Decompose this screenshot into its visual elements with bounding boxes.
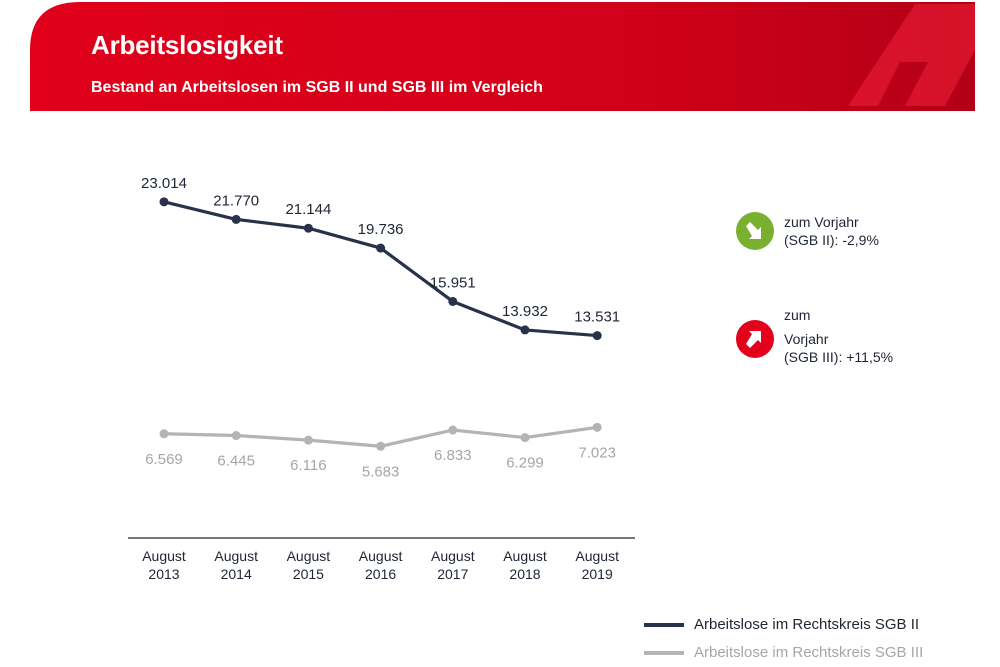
- data-point-sgb2: [159, 197, 169, 207]
- data-label-sgb3: 6.116: [290, 457, 326, 474]
- data-label-sgb2: 23.014: [141, 175, 187, 192]
- data-label-sgb3: 7.023: [578, 444, 616, 461]
- x-tick-label: 2018: [509, 566, 540, 582]
- data-label-sgb3: 6.445: [217, 453, 255, 470]
- data-label-sgb2: 13.531: [574, 309, 620, 326]
- data-point-sgb2: [231, 214, 241, 224]
- data-point-sgb2: [448, 296, 458, 306]
- x-tick-label: 2015: [293, 566, 324, 582]
- change-sgb3: zum Vorjahr (SGB III): +11,5%: [736, 306, 893, 366]
- change-sgb3-label: zum: [784, 307, 811, 323]
- x-tick-label: 2017: [437, 566, 468, 582]
- page-subtitle: Bestand an Arbeitslosen im SGB II und SG…: [91, 79, 543, 96]
- change-sgb3-label2: Vorjahr: [784, 331, 829, 347]
- arrow-up-right-icon: [736, 320, 774, 358]
- x-tick-label: 2016: [365, 566, 396, 582]
- data-point-sgb3: [303, 435, 313, 445]
- data-label-sgb3: 5.683: [362, 463, 400, 480]
- x-tick-label: August: [214, 548, 258, 564]
- data-label-sgb2: 19.736: [358, 221, 404, 238]
- change-sgb3-scope: (SGB III):: [784, 349, 843, 365]
- x-tick-label: August: [359, 548, 403, 564]
- data-point-sgb3: [376, 441, 386, 451]
- page-title: Arbeitslosigkeit: [91, 30, 283, 60]
- data-point-sgb3: [520, 433, 530, 443]
- legend-label-sgb3: Arbeitslose im Rechtskreis SGB III: [694, 644, 924, 661]
- data-point-sgb3: [448, 425, 458, 435]
- x-tick-label: August: [431, 548, 475, 564]
- change-sgb2-scope: (SGB II):: [784, 232, 839, 248]
- data-point-sgb2: [520, 325, 530, 335]
- change-sgb3-value: +11,5%: [846, 349, 894, 365]
- data-point-sgb2: [303, 223, 313, 233]
- data-label-sgb2: 15.951: [430, 274, 476, 291]
- change-sgb2-label: zum Vorjahr: [784, 214, 859, 230]
- header-background: [30, 2, 975, 111]
- legend-item-sgb2: Arbeitslose im Rechtskreis SGB II: [644, 616, 919, 633]
- x-tick-label: 2013: [148, 566, 179, 582]
- legend-swatch-sgb2: [644, 622, 684, 627]
- x-tick-label: August: [575, 548, 619, 564]
- data-label-sgb3: 6.299: [506, 455, 544, 472]
- x-tick-label: August: [287, 548, 331, 564]
- ba-logo-icon: [848, 4, 975, 106]
- x-tick-label: August: [142, 548, 186, 564]
- header-banner: Arbeitslosigkeit Bestand an Arbeitslosen…: [0, 0, 1000, 111]
- data-point-sgb2: [592, 331, 602, 341]
- data-label-sgb3: 6.569: [145, 451, 183, 468]
- x-tick-label: August: [503, 548, 547, 564]
- arrow-down-right-icon: [736, 212, 774, 250]
- change-sgb2-value: -2,9%: [842, 232, 879, 248]
- data-label-sgb3: 6.833: [434, 447, 472, 464]
- legend-swatch-sgb3: [644, 650, 684, 655]
- legend-label-sgb2: Arbeitslose im Rechtskreis SGB II: [694, 616, 920, 633]
- legend-item-sgb3: Arbeitslose im Rechtskreis SGB III: [644, 644, 923, 661]
- data-label-sgb2: 21.144: [285, 201, 331, 218]
- data-label-sgb2: 13.932: [502, 303, 548, 320]
- data-point-sgb3: [159, 429, 169, 439]
- data-point-sgb3: [231, 431, 241, 441]
- data-point-sgb2: [376, 243, 386, 253]
- data-point-sgb3: [592, 422, 602, 432]
- change-sgb2: zum Vorjahr (SGB II): -2,9%: [736, 212, 879, 250]
- x-tick-label: 2014: [221, 566, 252, 582]
- data-label-sgb2: 21.770: [213, 192, 259, 209]
- x-tick-label: 2019: [582, 566, 613, 582]
